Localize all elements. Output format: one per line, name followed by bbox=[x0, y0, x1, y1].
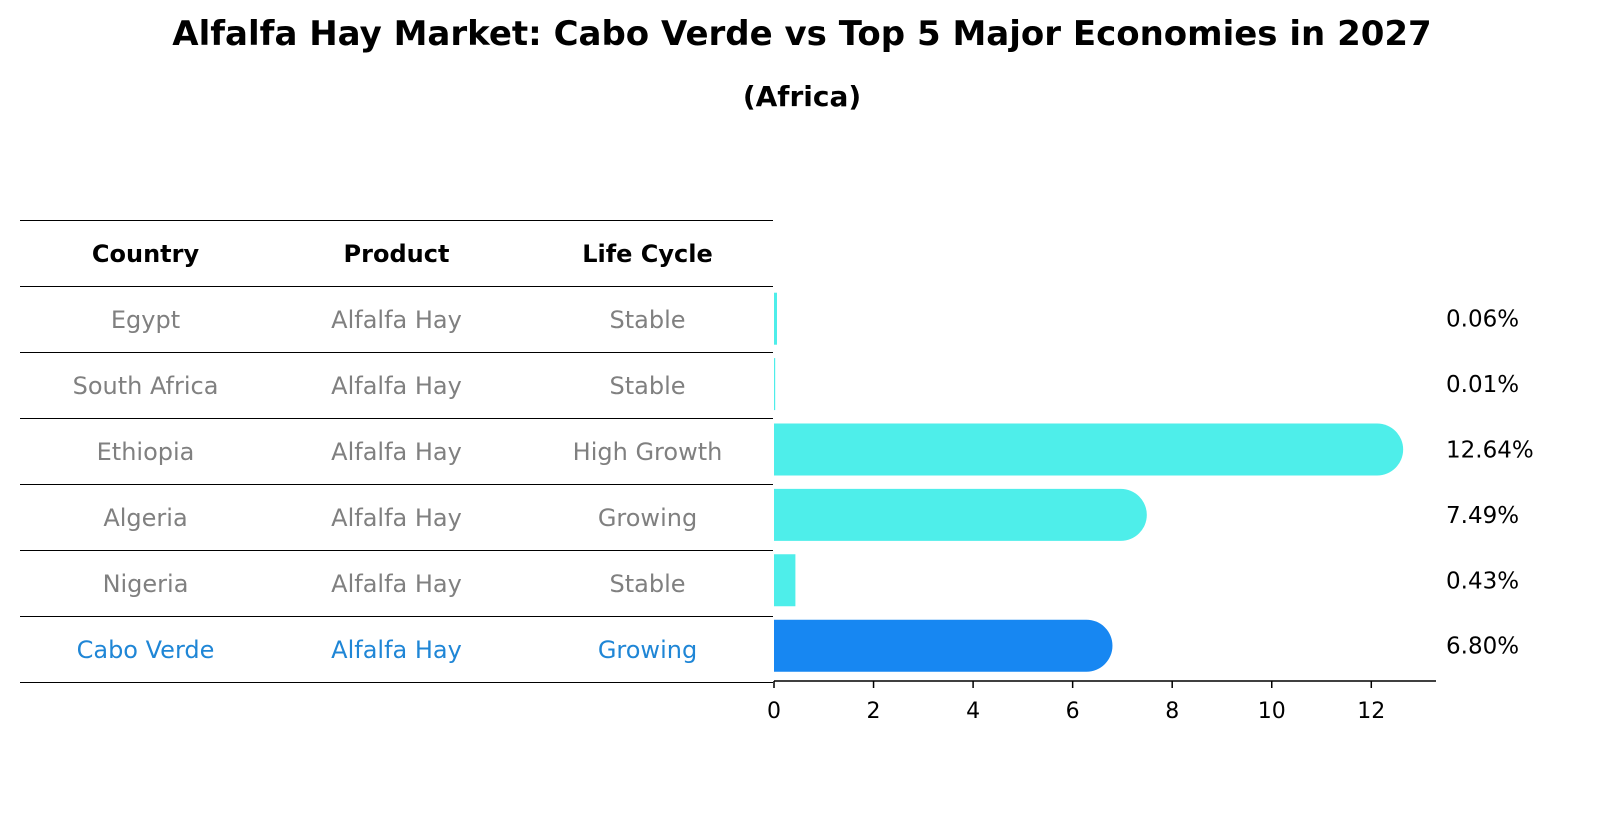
table-header-row: Country Product Life Cycle bbox=[20, 220, 773, 286]
x-tick-label: 10 bbox=[1258, 699, 1286, 724]
x-tick-label: 12 bbox=[1357, 699, 1385, 724]
bar bbox=[774, 554, 796, 607]
cell-life-cycle: Stable bbox=[609, 371, 686, 400]
x-tick-label: 6 bbox=[1066, 699, 1080, 724]
cell-life-cycle: Growing bbox=[597, 503, 698, 532]
cell-product: Alfalfa Hay bbox=[331, 437, 462, 466]
bar bbox=[774, 292, 777, 345]
table-row-highlight: Cabo Verde Alfalfa Hay Growing bbox=[20, 616, 773, 683]
cell-life-cycle: Stable bbox=[609, 305, 686, 334]
cell-product: Alfalfa Hay bbox=[331, 503, 462, 532]
x-tick-label: 4 bbox=[966, 699, 980, 724]
chart-title: Alfalfa Hay Market: Cabo Verde vs Top 5 … bbox=[172, 14, 1432, 54]
header-product: Product bbox=[343, 239, 450, 268]
bar bbox=[774, 423, 1404, 476]
table-row: Egypt Alfalfa Hay Stable bbox=[20, 286, 773, 352]
cell-life-cycle: High Growth bbox=[572, 437, 723, 466]
value-label: 0.01% bbox=[1446, 372, 1519, 398]
cell-country: Nigeria bbox=[102, 569, 189, 598]
cell-product: Alfalfa Hay bbox=[331, 371, 462, 400]
value-label: 7.49% bbox=[1446, 503, 1519, 529]
bar bbox=[774, 619, 1113, 672]
table-row: Algeria Alfalfa Hay Growing bbox=[20, 484, 773, 550]
table-row: Ethiopia Alfalfa Hay High Growth bbox=[20, 418, 773, 484]
bar bbox=[774, 488, 1147, 541]
chart-subtitle: (Africa) bbox=[742, 80, 862, 113]
data-table: Country Product Life Cycle Egypt Alfalfa… bbox=[20, 220, 773, 683]
cell-country: South Africa bbox=[72, 371, 219, 400]
header-life-cycle: Life Cycle bbox=[582, 239, 713, 268]
table-row: Nigeria Alfalfa Hay Stable bbox=[20, 550, 773, 616]
x-tick-label: 0 bbox=[767, 699, 781, 724]
cell-country: Algeria bbox=[103, 503, 188, 532]
bar bbox=[774, 358, 776, 411]
x-tick-label: 2 bbox=[867, 699, 881, 724]
cell-life-cycle: Growing bbox=[597, 635, 698, 664]
value-label: 6.80% bbox=[1446, 634, 1519, 660]
cell-life-cycle: Stable bbox=[609, 569, 686, 598]
header-country: Country bbox=[91, 239, 200, 268]
value-label: 0.43% bbox=[1446, 568, 1519, 594]
table-row: South Africa Alfalfa Hay Stable bbox=[20, 352, 773, 418]
cell-country: Cabo Verde bbox=[76, 635, 215, 664]
cell-product: Alfalfa Hay bbox=[331, 635, 462, 664]
cell-product: Alfalfa Hay bbox=[331, 569, 462, 598]
value-label: 12.64% bbox=[1446, 438, 1534, 464]
cell-product: Alfalfa Hay bbox=[331, 305, 462, 334]
x-tick-label: 8 bbox=[1165, 699, 1179, 724]
cell-country: Egypt bbox=[110, 305, 181, 334]
cell-country: Ethiopia bbox=[96, 437, 195, 466]
value-label: 0.06% bbox=[1446, 307, 1519, 333]
